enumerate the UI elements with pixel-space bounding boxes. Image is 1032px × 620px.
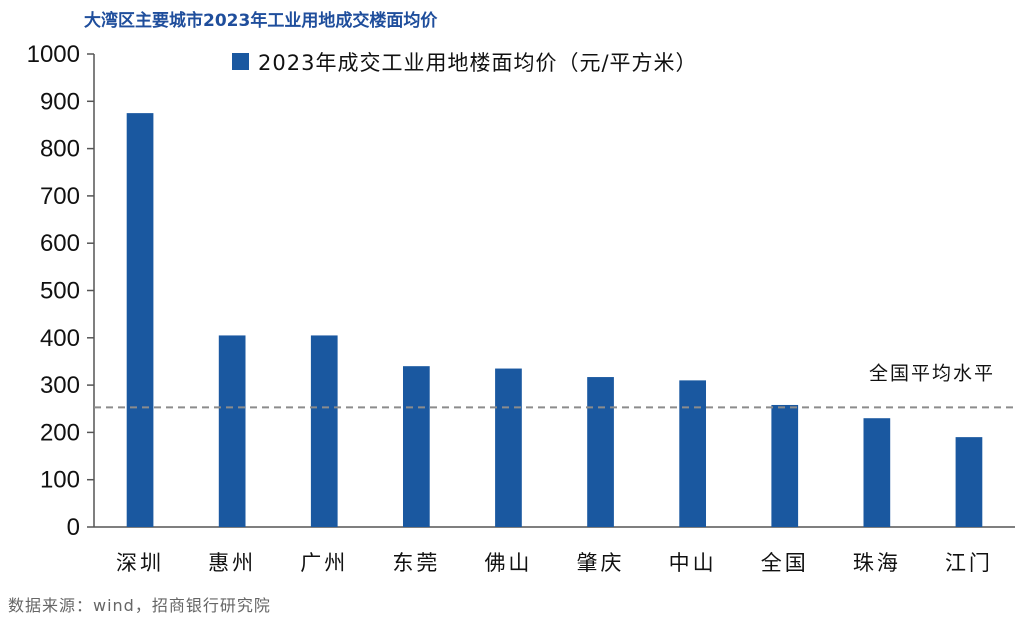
legend-label: 2023年成交工业用地楼面均价（元/平方米） bbox=[258, 51, 698, 75]
reference-line-label: 全国平均水平 bbox=[869, 362, 995, 384]
bar bbox=[402, 366, 430, 527]
x-tick-label: 全国 bbox=[761, 551, 809, 575]
y-tick-label: 0 bbox=[67, 514, 80, 541]
x-tick-label: 惠州 bbox=[208, 551, 256, 575]
bar-chart: 0 100 200 300 400 500 600 700 800 900 1000 深圳 惠州 广州 东… bbox=[27, 41, 1015, 575]
source-note: 数据来源：wind，招商银行研究院 bbox=[8, 596, 271, 615]
y-tick-label: 900 bbox=[40, 88, 80, 115]
chart-title: 大湾区主要城市2023年工业用地成交楼面均价 bbox=[84, 11, 438, 31]
y-tick-label: 200 bbox=[40, 419, 80, 446]
y-tick-label: 700 bbox=[40, 183, 80, 210]
y-tick-label: 800 bbox=[40, 136, 80, 163]
x-tick-label: 珠海 bbox=[853, 551, 901, 575]
legend: 2023年成交工业用地楼面均价（元/平方米） bbox=[232, 51, 698, 75]
x-axis: 深圳 惠州 广州 东莞 佛山 肇庆 中山 全国 珠海 江门 bbox=[94, 526, 1015, 575]
bars bbox=[126, 113, 983, 527]
bar bbox=[679, 380, 707, 527]
bar bbox=[863, 418, 891, 527]
bar bbox=[126, 113, 154, 527]
legend-swatch bbox=[232, 53, 249, 70]
y-tick-label: 600 bbox=[40, 230, 80, 257]
x-tick-label: 深圳 bbox=[116, 551, 164, 575]
bar bbox=[310, 335, 338, 527]
x-tick-label: 中山 bbox=[669, 551, 717, 575]
x-tick-label: 江门 bbox=[945, 551, 993, 575]
bar bbox=[218, 335, 246, 527]
y-tick-label: 400 bbox=[40, 325, 80, 352]
bar bbox=[587, 377, 614, 527]
x-tick-label: 东莞 bbox=[392, 551, 440, 575]
y-axis: 0 100 200 300 400 500 600 700 800 900 1000 bbox=[27, 41, 95, 541]
y-tick-label: 300 bbox=[40, 372, 80, 399]
reference-line-group: 全国平均水平 bbox=[94, 362, 1015, 409]
x-tick-label: 肇庆 bbox=[577, 551, 625, 575]
y-tick-label: 1000 bbox=[27, 41, 80, 68]
x-tick-label: 佛山 bbox=[484, 551, 532, 575]
y-tick-label: 500 bbox=[40, 278, 80, 305]
bar bbox=[771, 404, 799, 527]
bar bbox=[955, 437, 983, 527]
bar bbox=[495, 368, 522, 527]
y-tick-label: 100 bbox=[40, 467, 80, 494]
x-tick-label: 广州 bbox=[300, 551, 348, 575]
